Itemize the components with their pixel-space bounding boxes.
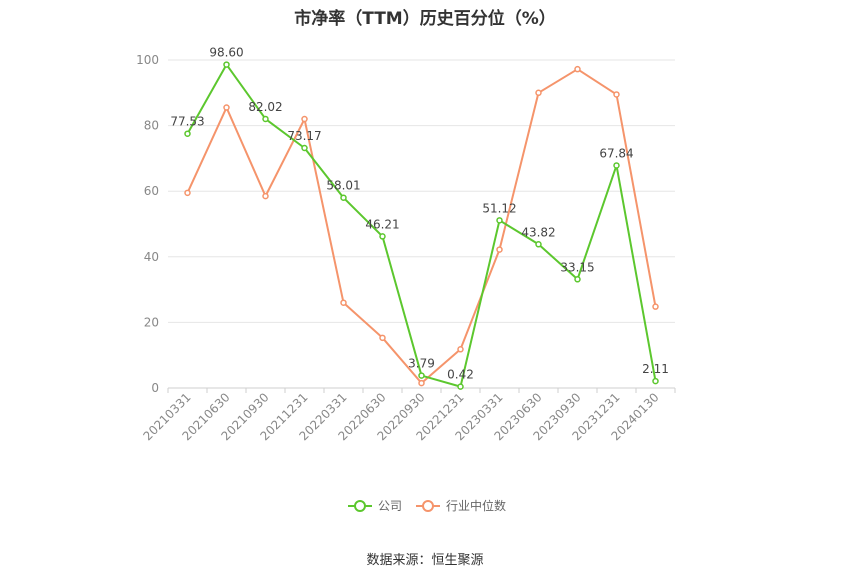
y-tick-label: 20 [144, 315, 159, 329]
data-point-company [457, 383, 464, 390]
data-label: 82.02 [248, 100, 282, 114]
data-point-industry-median [223, 104, 230, 111]
data-point-company [301, 144, 308, 152]
data-label: 43.82 [521, 225, 555, 239]
data-point-company [613, 162, 620, 169]
data-label: 0.42 [447, 368, 474, 382]
y-tick-label: 0 [151, 381, 159, 395]
legend-label: 行业中位数 [446, 498, 506, 513]
data-point-industry-median [457, 346, 464, 353]
y-tick-label: 60 [144, 184, 159, 198]
data-point-company [418, 372, 425, 379]
legend-label: 公司 [378, 499, 402, 513]
series-line-industry-median [186, 68, 657, 385]
y-tick-label: 80 [144, 119, 159, 133]
data-point-company [652, 377, 659, 385]
chart-title: 市净率（TTM）历史百分位（%） [294, 9, 556, 29]
data-label: 51.12 [482, 201, 516, 215]
data-point-industry-median [652, 303, 659, 310]
data-label: 3.79 [408, 357, 435, 371]
data-label: 58.01 [326, 179, 360, 193]
data-point-industry-median [535, 89, 542, 97]
data-point-industry-median [496, 246, 503, 253]
data-point-company [262, 115, 269, 123]
data-point-company [184, 130, 191, 137]
data-label: 46.21 [365, 217, 399, 231]
data-label: 67.84 [599, 146, 633, 160]
data-point-industry-median [613, 91, 620, 98]
data-point-company [340, 194, 347, 201]
data-point-industry-median [418, 379, 425, 387]
y-tick-label: 100 [136, 53, 159, 67]
data-point-industry-median [379, 334, 386, 342]
y-tick-label: 40 [144, 250, 159, 264]
data-point-company [574, 276, 581, 283]
data-label: 73.17 [287, 129, 321, 143]
data-label: 77.53 [170, 115, 204, 129]
data-label: 98.60 [209, 46, 243, 60]
data-label: 33.15 [560, 260, 594, 274]
data-point-company [535, 241, 542, 248]
data-point-company [379, 233, 386, 240]
data-label: 2.11 [642, 362, 669, 376]
data-point-company [223, 61, 230, 68]
data-point-company [496, 217, 503, 224]
data-point-industry-median [574, 65, 581, 73]
legend-marker-company [354, 500, 366, 512]
data-point-industry-median [184, 189, 191, 197]
legend-marker-industry-median [422, 500, 434, 512]
data-point-industry-median [301, 115, 308, 123]
data-point-industry-median [340, 299, 347, 306]
data-point-industry-median [262, 192, 269, 200]
data-source-note: 数据来源：恒生聚源 [366, 553, 484, 568]
